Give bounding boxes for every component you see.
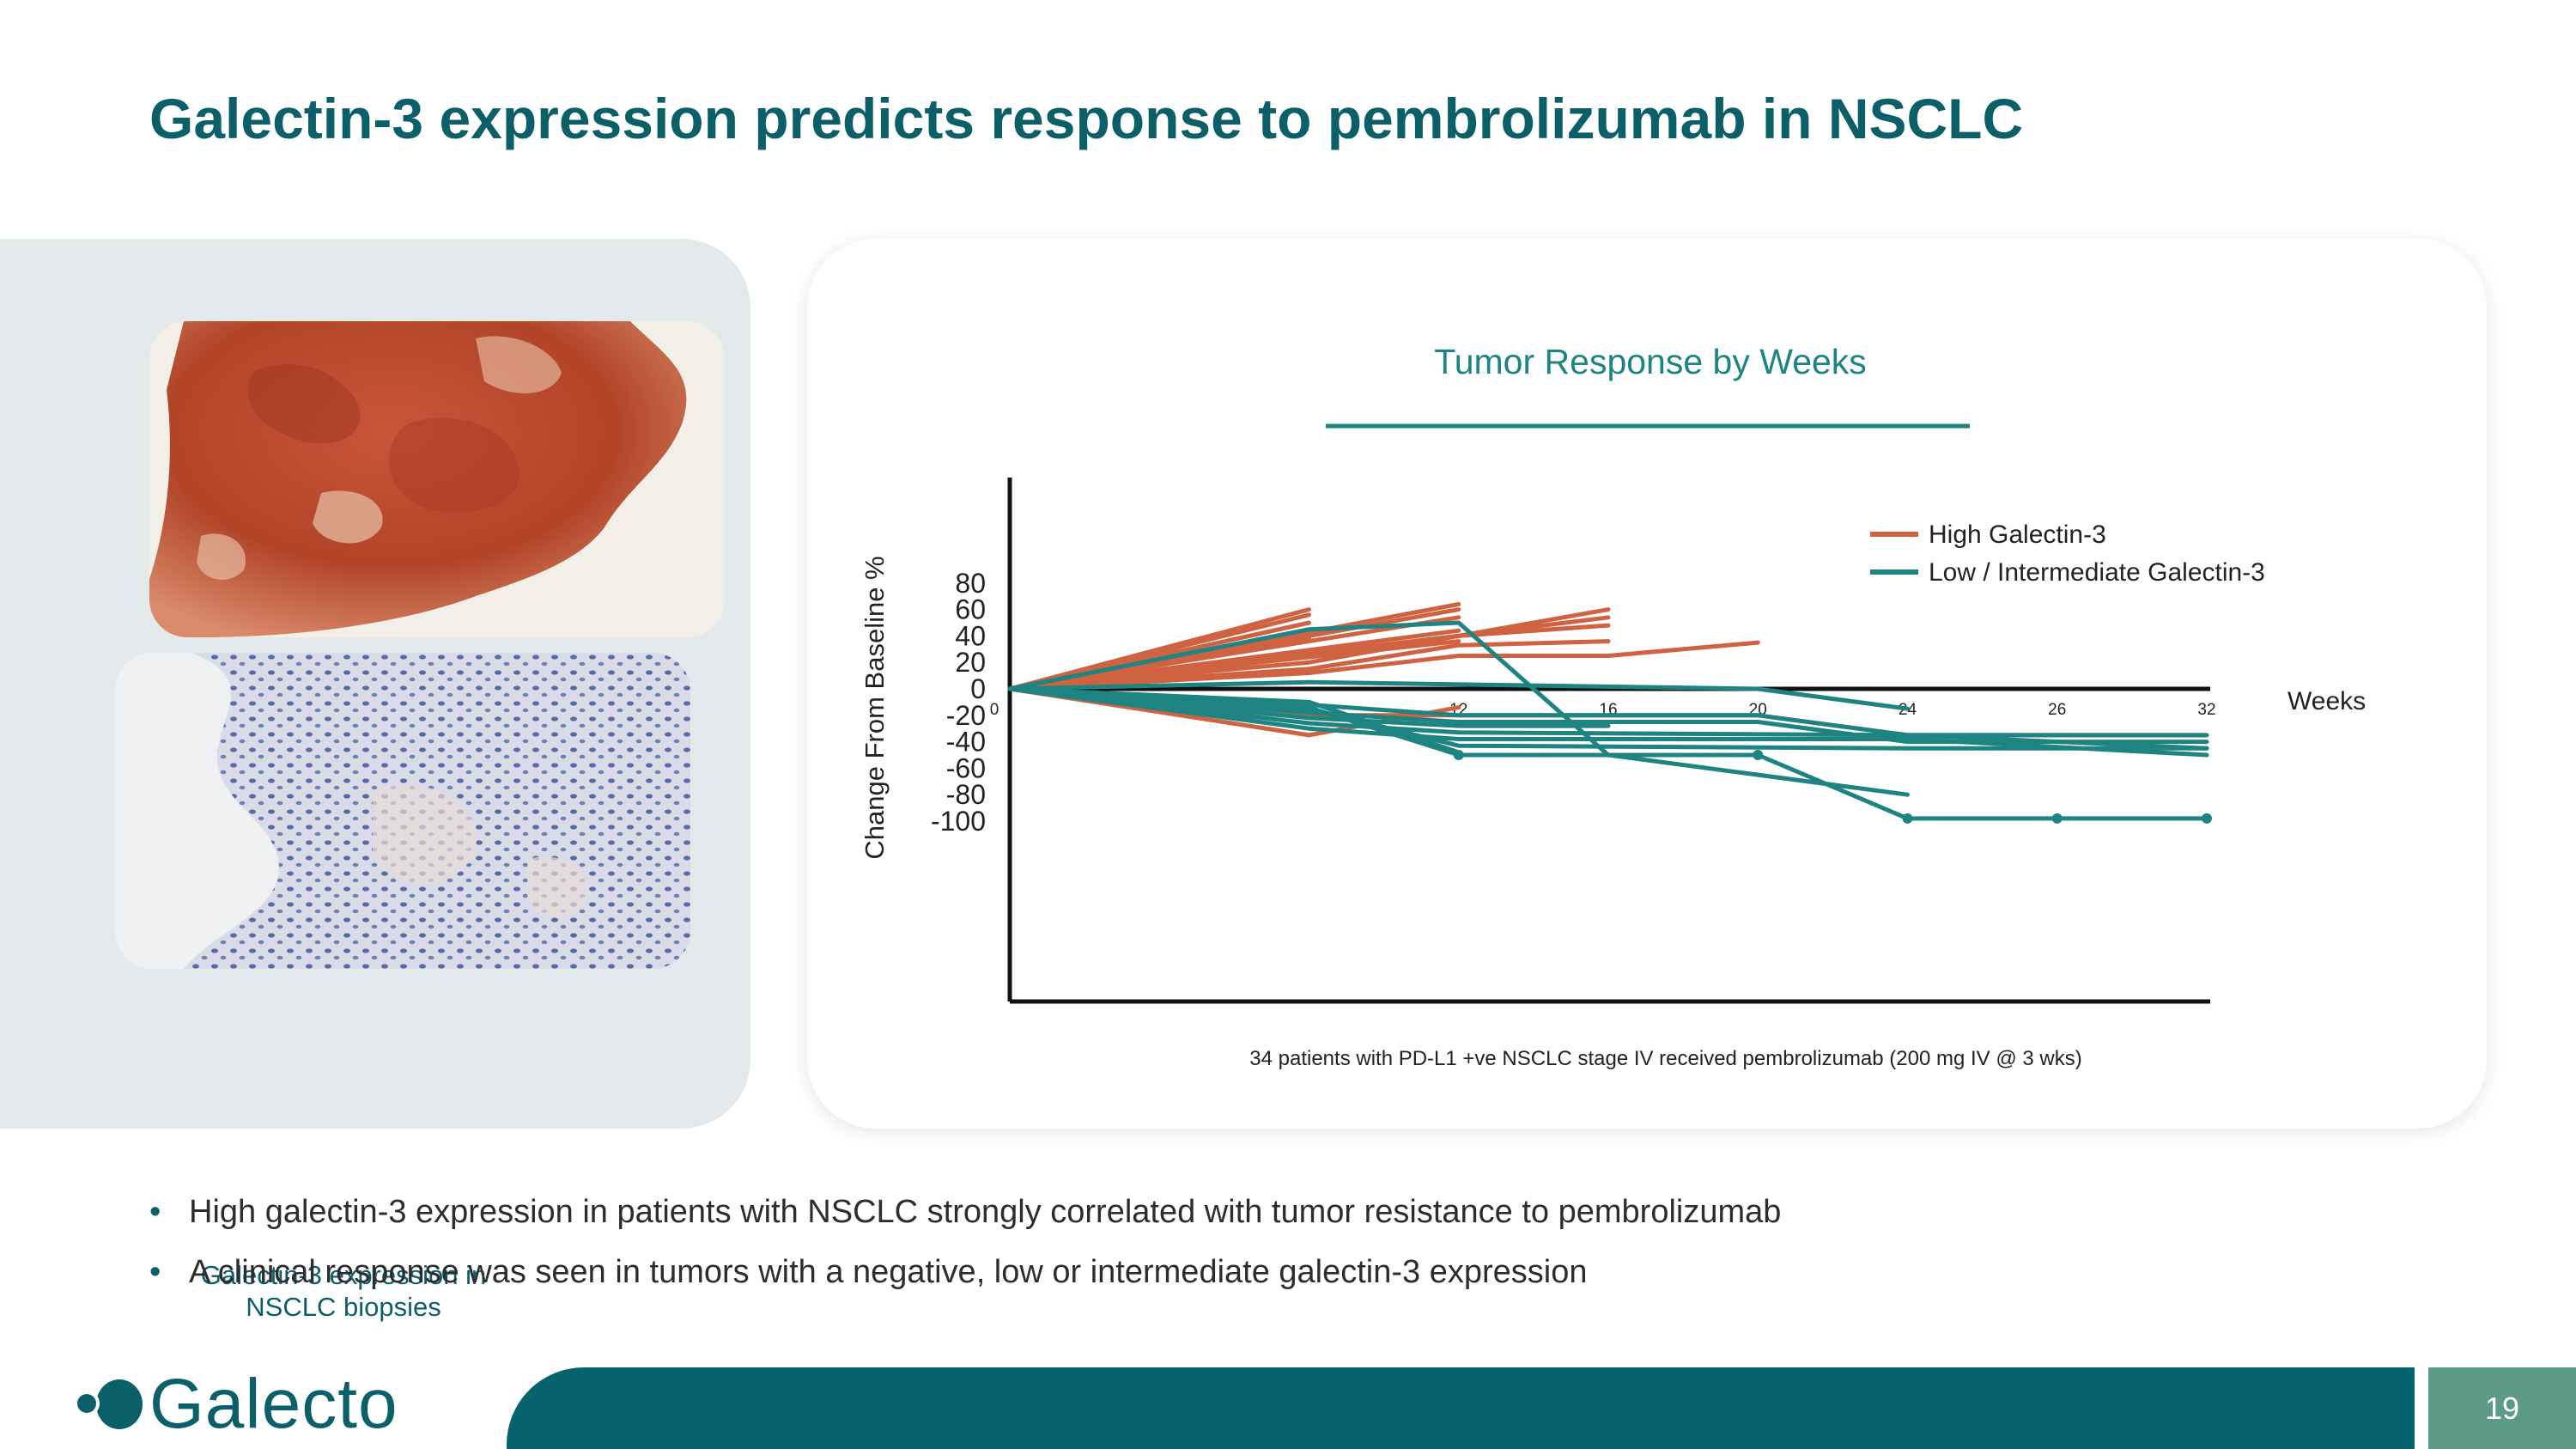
bullet-item: • A clinical response was seen in tumors… <box>149 1252 1781 1292</box>
chart-title: Tumor Response by Weeks <box>1434 342 1867 381</box>
bullet-list: • High galectin-3 expression in patients… <box>149 1192 1781 1312</box>
bullet-dot-icon: • <box>149 1194 161 1230</box>
series-line-high <box>1007 623 1611 691</box>
biopsy-image-low <box>115 653 690 969</box>
bullet-text: High galectin-3 expression in patients w… <box>189 1194 1782 1230</box>
y-tick-label: -20 <box>946 700 986 731</box>
series-marker <box>2202 813 2212 824</box>
series-marker <box>2051 813 2063 824</box>
x-tick-label: 0 <box>990 701 999 719</box>
page-number: 19 <box>2428 1367 2576 1449</box>
series-line-high <box>1007 640 1760 691</box>
series-line-low <box>1007 620 1910 797</box>
x-tick-label: 32 <box>2197 701 2215 719</box>
footer-band <box>507 1367 2415 1449</box>
series-line-low <box>1007 686 2209 751</box>
bullet-item: • High galectin-3 expression in patients… <box>149 1192 1781 1232</box>
logo-text: Galecto <box>149 1365 398 1443</box>
legend-label: Low / Intermediate Galectin-3 <box>1929 558 2265 587</box>
caption-line-2: NSCLC biopsies <box>246 1292 441 1322</box>
series-line-low <box>1007 686 2209 758</box>
series-marker <box>1453 750 1464 760</box>
y-axis-label: Change From Baseline % <box>860 556 890 859</box>
galecto-logo: Galecto <box>76 1361 398 1447</box>
y-tick-label: -100 <box>931 806 986 837</box>
x-tick-label: 26 <box>2048 701 2066 719</box>
chart-footnote: 34 patients with PD-L1 +ve NSCLC stage I… <box>1249 1047 2081 1070</box>
series-line-low <box>1007 686 2209 738</box>
bullet-text: A clinical response was seen in tumors w… <box>189 1254 1588 1290</box>
bullet-dot-icon: • <box>149 1254 161 1290</box>
biopsy-panel: Galectin-3 expression in NSCLC biopsies <box>0 239 750 1322</box>
y-tick-label: -80 <box>946 779 986 810</box>
caption-line-1: Galectin-3 expression in <box>200 1260 487 1290</box>
y-tick-label: 60 <box>955 594 986 625</box>
series-line-low <box>1007 686 1611 728</box>
series-line-high <box>1007 607 1611 691</box>
y-tick-label: 20 <box>955 647 986 678</box>
y-tick-label: 40 <box>955 620 986 651</box>
y-tick-label: -60 <box>946 752 986 783</box>
chart-card: Tumor Response by Weeks 80 60 40 20 0 -20 -40 -6… <box>807 239 2487 1129</box>
page-title: Galectin-3 expression predicts response … <box>149 87 2024 150</box>
biopsy-image-high <box>149 321 725 637</box>
series-marker <box>1753 750 1764 760</box>
series-marker <box>1902 813 1913 824</box>
series-line-low <box>1007 679 1910 711</box>
galecto-logo-icon <box>76 1374 144 1434</box>
biopsy-caption: Galectin-3 expression in NSCLC biopsies <box>155 1259 532 1323</box>
x-axis-label: Weeks <box>2287 687 2366 715</box>
tumor-response-chart: Tumor Response by Weeks806040200-20-40-6… <box>860 342 2366 1070</box>
legend-label: High Galectin-3 <box>1929 521 2106 549</box>
y-tick-label: -40 <box>946 727 986 758</box>
y-tick-label: 0 <box>970 673 986 704</box>
series-line-high <box>1007 615 1461 691</box>
y-tick-label: 80 <box>955 568 986 599</box>
